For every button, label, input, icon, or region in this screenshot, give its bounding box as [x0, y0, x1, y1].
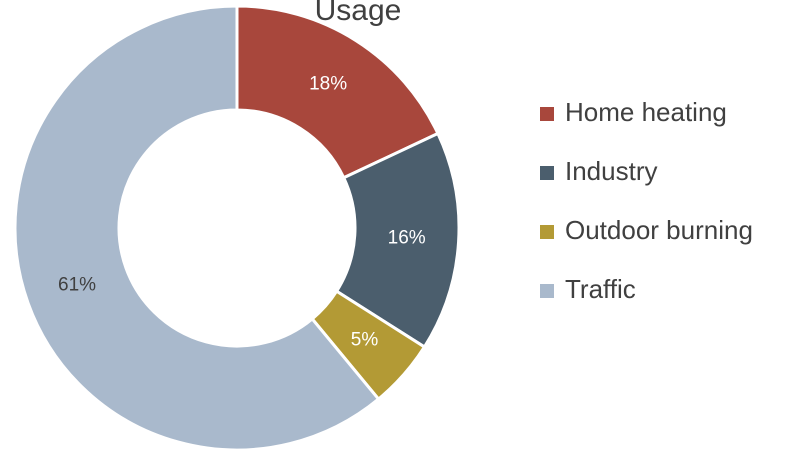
data-label: 16% [388, 228, 426, 249]
data-label: 61% [58, 275, 96, 296]
donut-slice [235, 4, 440, 180]
legend-label: Traffic [565, 274, 636, 304]
data-label: 5% [351, 329, 379, 350]
legend-swatch [540, 166, 554, 180]
legend-label: Home heating [565, 97, 727, 127]
chart-title: Usage [315, 0, 402, 27]
legend-label: Outdoor burning [565, 215, 753, 245]
legend-label: Industry [565, 156, 658, 186]
legend-swatch [540, 225, 554, 239]
donut-slice [13, 4, 381, 450]
legend-swatch [540, 284, 554, 298]
data-label: 18% [309, 73, 347, 94]
legend-swatch [540, 107, 554, 121]
